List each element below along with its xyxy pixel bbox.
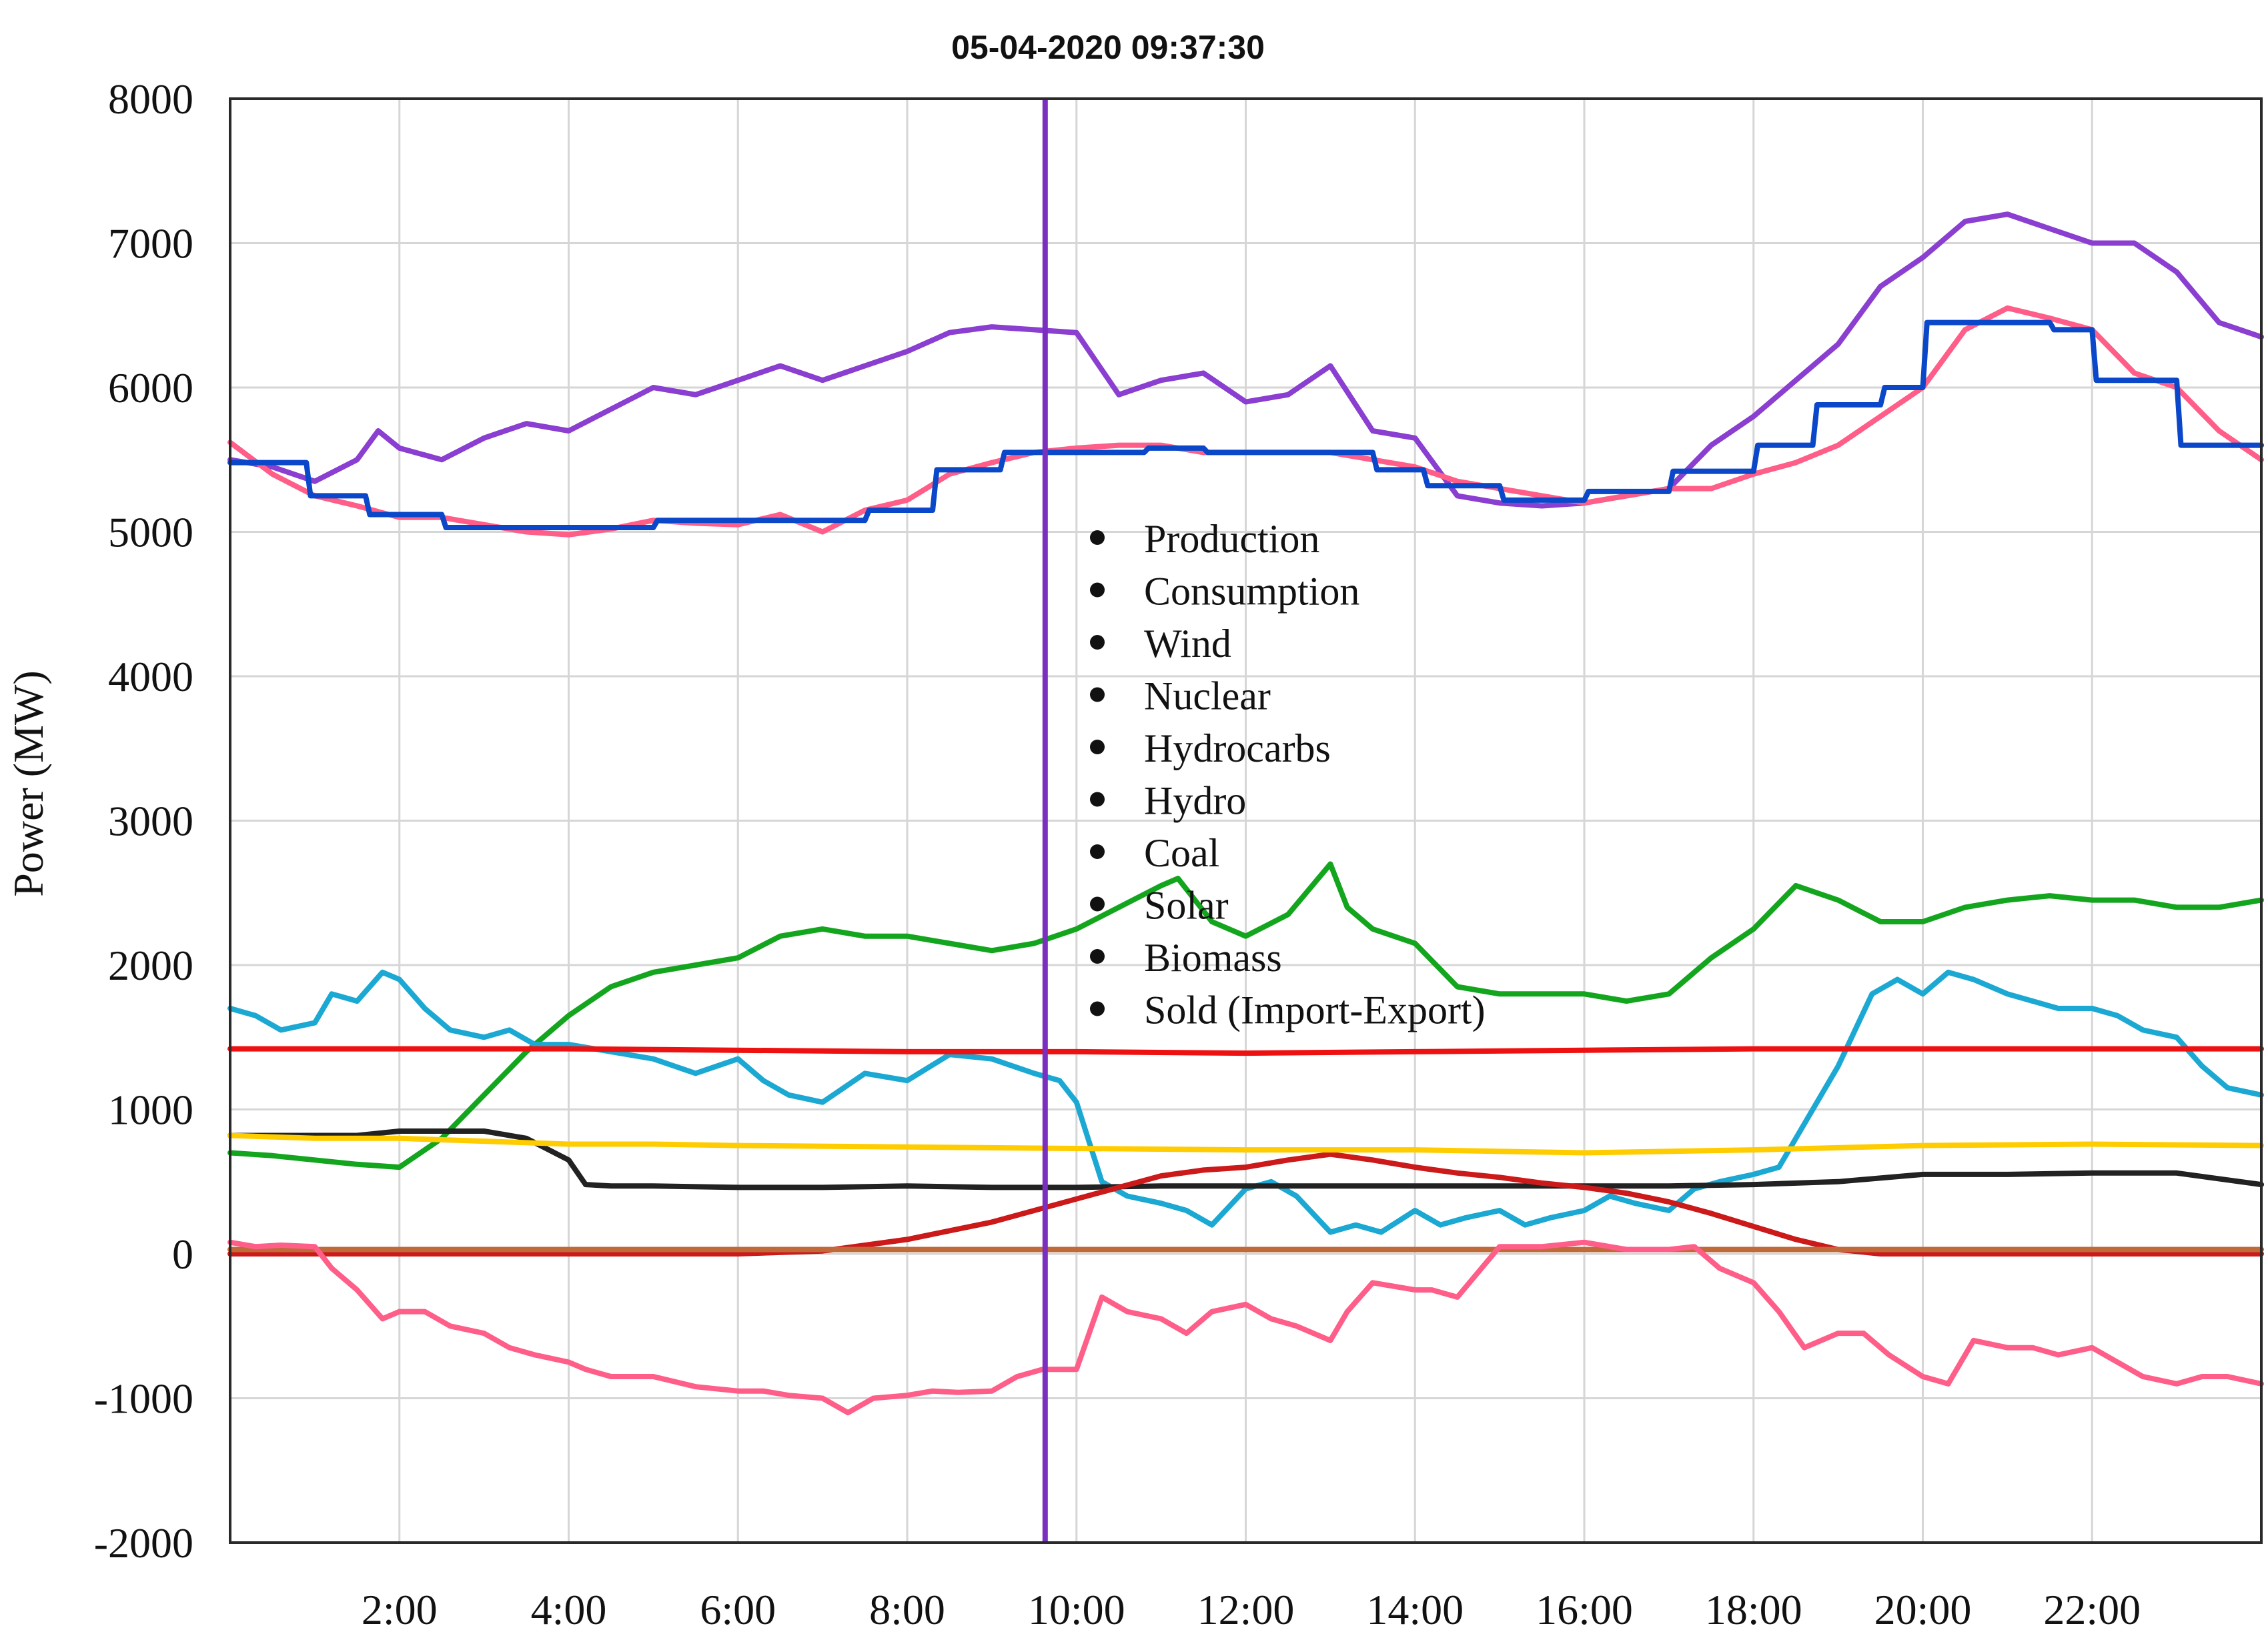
x-tick-label-10: 22:00 [2043, 1586, 2141, 1633]
legend-label-3: Nuclear [1144, 674, 1271, 718]
y-tick-label-4: 4000 [108, 653, 193, 700]
y-tick-label-6: 2000 [108, 942, 193, 989]
legend-label-7: Solar [1144, 884, 1229, 928]
legend-label-9: Sold (Import-Export) [1144, 988, 1486, 1032]
series-line-5 [227, 1046, 2264, 1056]
series-line-10 [227, 1239, 2264, 1416]
legend-label-2: Wind [1144, 622, 1231, 666]
y-tick-label-1: 7000 [108, 220, 193, 267]
legend-bullet-0 [1090, 530, 1105, 545]
series-line-7 [227, 1151, 2264, 1257]
legend-bullet-4 [1090, 740, 1105, 754]
legend: Production Consumption Wind Nuclear Hydrocar… [1090, 517, 1486, 1032]
legend-bullet-7 [1090, 896, 1105, 912]
y-axis-label: Power (MW) [5, 670, 52, 896]
legend-bullet-8 [1090, 949, 1105, 964]
x-tick-labels: 2:00 4:00 6:00 8:00 10:00 12:00 14:00 16:00 18:0… [362, 1586, 2141, 1633]
legend-bullet-3 [1090, 687, 1105, 702]
x-tick-label-5: 12:00 [1197, 1586, 1295, 1633]
x-tick-label-0: 2:00 [362, 1586, 438, 1633]
x-tick-label-9: 20:00 [1874, 1586, 1972, 1633]
x-tick-label-2: 6:00 [700, 1586, 776, 1633]
y-tick-label-9: -1000 [94, 1375, 193, 1423]
series-lines [227, 211, 2264, 1416]
legend-label-4: Hydrocarbs [1144, 726, 1331, 770]
plot-frame [229, 97, 2263, 1544]
x-tick-label-4: 10:00 [1028, 1586, 1125, 1633]
y-tick-label-0: 8000 [108, 75, 193, 123]
y-tick-labels: 8000 7000 6000 5000 4000 3000 2000 1000 0 -1000 -2… [94, 75, 193, 1567]
series-line-3 [227, 861, 2264, 1170]
x-tick-label-1: 4:00 [531, 1586, 607, 1633]
series-line-2 [227, 319, 2264, 530]
x-tick-label-6: 14:00 [1366, 1586, 1464, 1633]
legend-label-5: Hydro [1144, 779, 1246, 823]
series-line-4 [227, 969, 2264, 1235]
series-line-8 [227, 1132, 2264, 1156]
legend-label-8: Biomass [1144, 936, 1282, 980]
y-tick-label-5: 3000 [108, 798, 193, 845]
legend-label-1: Consumption [1144, 570, 1359, 614]
y-tick-label-8: 0 [172, 1230, 193, 1278]
y-tick-label-3: 5000 [108, 509, 193, 556]
legend-bullet-5 [1090, 792, 1105, 807]
legend-bullet-9 [1090, 1001, 1105, 1016]
legend-bullet-2 [1090, 635, 1105, 650]
legend-bullet-6 [1090, 844, 1105, 859]
legend-bullet-1 [1090, 582, 1105, 598]
y-tick-label-7: 1000 [108, 1086, 193, 1134]
legend-label-6: Coal [1144, 831, 1219, 875]
y-tick-label-10: -2000 [94, 1519, 193, 1567]
x-tick-label-7: 16:00 [1536, 1586, 1633, 1633]
series-line-6 [227, 1128, 2264, 1190]
legend-label-0: Production [1144, 517, 1319, 561]
chart-title: 05-04-2020 09:37:30 [951, 29, 1265, 66]
x-tick-label-3: 8:00 [869, 1586, 945, 1633]
y-tick-label-2: 6000 [108, 364, 193, 412]
series-line-0 [227, 211, 2264, 509]
x-tick-label-8: 18:00 [1705, 1586, 1802, 1633]
